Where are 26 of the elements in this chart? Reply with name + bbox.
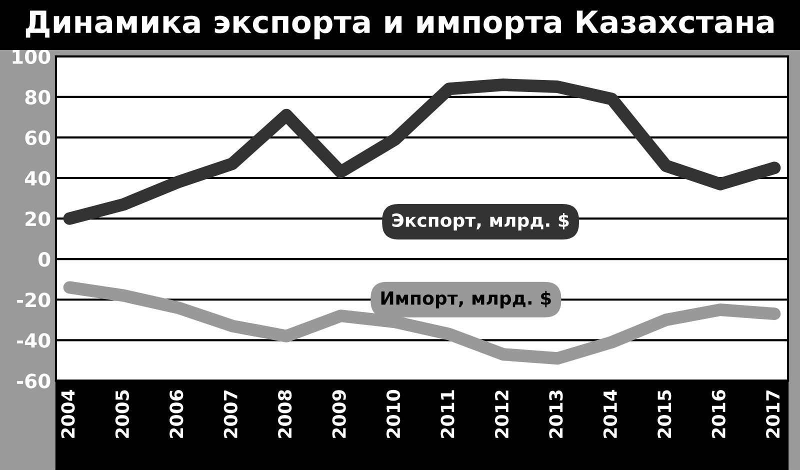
y-tick-label: 20 bbox=[26, 212, 50, 226]
x-tick-label: 2013 bbox=[549, 390, 563, 438]
x-tick-label: 2010 bbox=[386, 390, 400, 438]
y-tick-label: 60 bbox=[25, 130, 50, 146]
x-tick-label: 2008 bbox=[278, 390, 292, 438]
y-tick-label: -40 bbox=[17, 333, 50, 348]
y-tick-label: 80 bbox=[25, 90, 50, 105]
text: Экспорт, млрд. $ bbox=[392, 213, 569, 231]
x-tick-label: 2007 bbox=[224, 390, 238, 438]
x-tick-label: 2014 bbox=[603, 390, 618, 438]
x-tick-label: 2017 bbox=[766, 390, 780, 438]
x-tick-label: 2011 bbox=[440, 390, 454, 438]
x-tick-label: 2016 bbox=[712, 390, 726, 438]
y-tick-label: 100 bbox=[12, 49, 50, 64]
x-tick-label: 2006 bbox=[170, 390, 184, 438]
y-tick-label: 40 bbox=[24, 170, 50, 186]
x-tick-label: 2009 bbox=[332, 390, 346, 438]
y-tick-label: -20 bbox=[17, 292, 50, 308]
series-label: Импорт, млрд. $ bbox=[381, 290, 551, 308]
x-tick-label: 2012 bbox=[494, 390, 509, 438]
chart-title: Динамика экспорта и импорта Казахстана bbox=[26, 10, 774, 40]
y-tick-label: -60 bbox=[17, 374, 50, 388]
y-tick-label: 0 bbox=[38, 252, 50, 267]
x-tick-label: 2015 bbox=[658, 390, 672, 438]
x-tick-label: 2004 bbox=[61, 390, 75, 438]
x-tick-label: 2005 bbox=[115, 390, 130, 438]
